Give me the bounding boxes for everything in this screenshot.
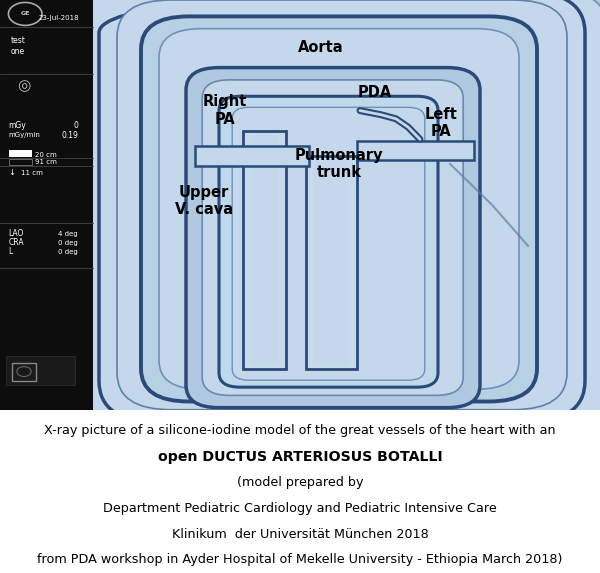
Bar xyxy=(357,142,474,160)
Bar xyxy=(105,8,588,402)
Bar xyxy=(360,144,471,156)
Bar xyxy=(93,0,600,410)
Bar xyxy=(9,150,32,157)
Bar xyxy=(6,356,75,385)
Text: one: one xyxy=(11,47,25,56)
Text: ◎: ◎ xyxy=(17,79,31,93)
Bar xyxy=(306,156,357,369)
Text: Aorta: Aorta xyxy=(298,40,344,54)
Text: from PDA workshop in Ayder Hospital of Mekelle University - Ethiopia March 2018): from PDA workshop in Ayder Hospital of M… xyxy=(37,554,563,567)
Text: 91 cm: 91 cm xyxy=(35,159,56,165)
Text: L: L xyxy=(8,247,13,256)
Bar xyxy=(12,363,36,381)
Text: mGy/min: mGy/min xyxy=(8,132,40,138)
Text: 0 deg: 0 deg xyxy=(58,240,78,246)
FancyBboxPatch shape xyxy=(232,107,425,380)
FancyBboxPatch shape xyxy=(141,17,537,402)
Bar xyxy=(314,160,349,364)
Text: X-ray picture of a silicone-iodine model of the great vessels of the heart with : X-ray picture of a silicone-iodine model… xyxy=(44,425,556,437)
FancyBboxPatch shape xyxy=(186,68,480,407)
Bar xyxy=(99,4,594,406)
FancyBboxPatch shape xyxy=(159,29,519,389)
Text: PDA: PDA xyxy=(358,85,392,100)
Text: Upper
V. cava: Upper V. cava xyxy=(175,185,233,217)
Text: 0: 0 xyxy=(73,121,78,130)
Bar xyxy=(243,131,286,369)
Text: mGy: mGy xyxy=(8,121,26,130)
FancyBboxPatch shape xyxy=(202,80,463,395)
Text: Right
PA: Right PA xyxy=(203,95,247,127)
Bar xyxy=(0,0,93,410)
FancyBboxPatch shape xyxy=(75,0,600,430)
Text: (model prepared by: (model prepared by xyxy=(237,476,363,489)
FancyBboxPatch shape xyxy=(48,0,600,446)
Bar xyxy=(93,0,600,410)
Text: LAO: LAO xyxy=(8,229,24,238)
Bar xyxy=(9,159,32,165)
Text: open DUCTUS ARTERIOSUS BOTALLI: open DUCTUS ARTERIOSUS BOTALLI xyxy=(158,450,442,464)
Text: 0 deg: 0 deg xyxy=(58,249,78,254)
Text: 4 deg: 4 deg xyxy=(58,230,78,237)
Text: GE: GE xyxy=(20,11,30,17)
FancyBboxPatch shape xyxy=(219,96,438,387)
Text: 0.19: 0.19 xyxy=(61,131,78,140)
Text: 11 cm: 11 cm xyxy=(21,170,43,176)
Text: Klinikum  der Universität München 2018: Klinikum der Universität München 2018 xyxy=(172,528,428,541)
Bar xyxy=(251,135,278,364)
Text: test: test xyxy=(11,37,26,45)
Bar xyxy=(198,150,306,163)
Text: Left
PA: Left PA xyxy=(425,107,457,139)
Text: 23-Jul-2018: 23-Jul-2018 xyxy=(39,15,80,21)
Text: Department Pediatric Cardiology and Pediatric Intensive Care: Department Pediatric Cardiology and Pedi… xyxy=(103,502,497,515)
Text: 20 cm: 20 cm xyxy=(35,152,56,158)
Bar xyxy=(195,146,309,166)
Text: Pulmonary
trunk: Pulmonary trunk xyxy=(295,148,383,180)
Text: ↓: ↓ xyxy=(8,168,16,178)
FancyBboxPatch shape xyxy=(117,0,567,410)
Text: CRA: CRA xyxy=(8,238,24,247)
